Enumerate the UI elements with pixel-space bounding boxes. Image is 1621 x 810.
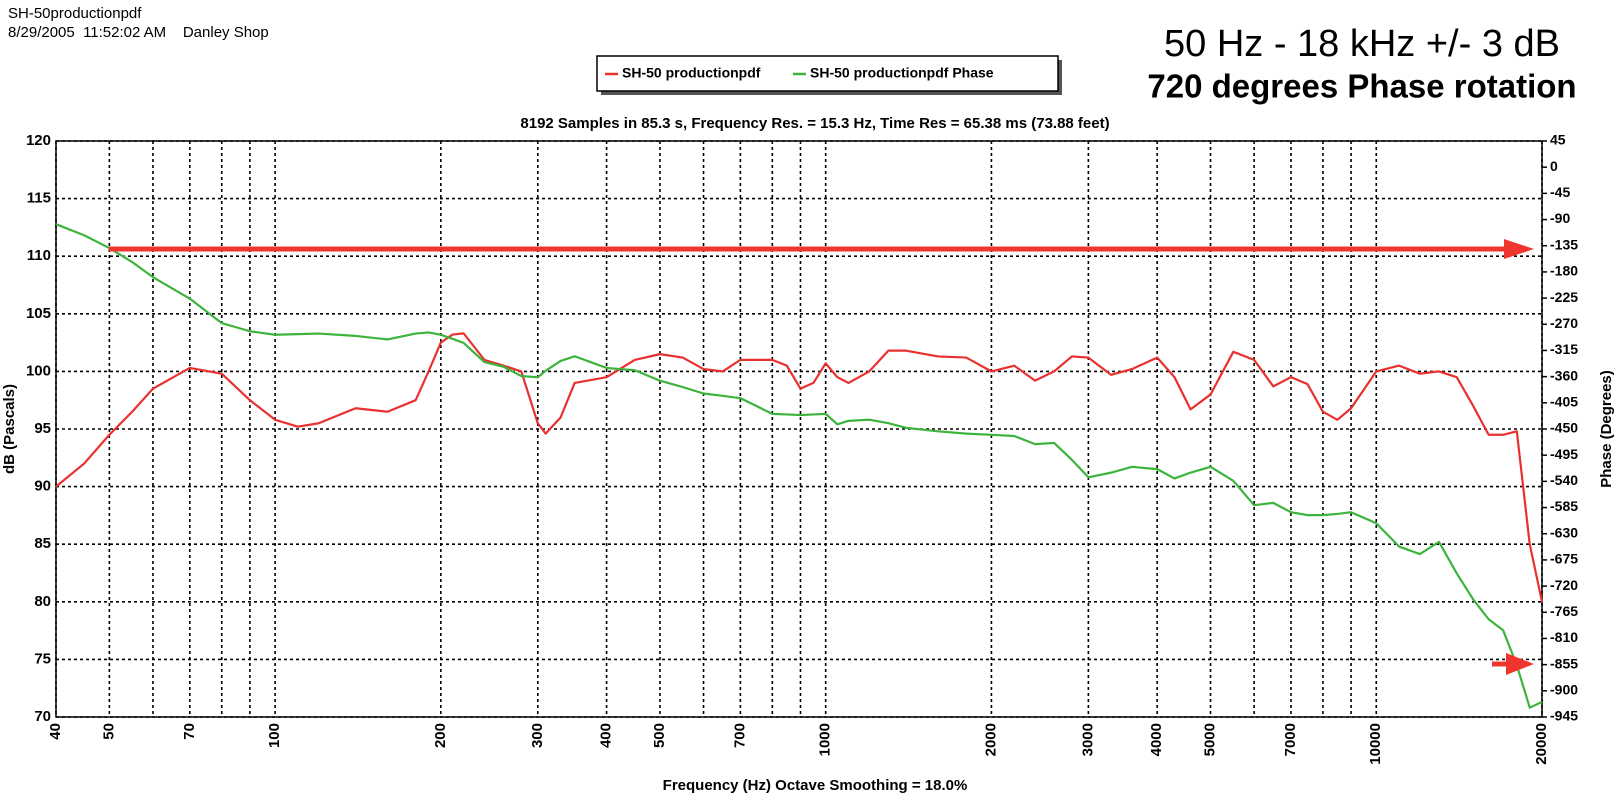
legend-label: SH-50 productionpdf	[622, 65, 761, 81]
y2-tick-label: -720	[1550, 577, 1578, 593]
data-line	[55, 332, 1544, 603]
annotation: 50 Hz - 18 kHz +/- 3 dB	[1164, 23, 1560, 65]
y2-tick-label: -315	[1550, 341, 1578, 357]
x-tick-label: 40	[47, 723, 64, 740]
annotation: 720 degrees Phase rotation	[1147, 68, 1576, 105]
y2-tick-label: -360	[1550, 367, 1578, 383]
x-axis-label: Frequency (Hz) Octave Smoothing = 18.0%	[663, 777, 968, 794]
arrow-head	[1504, 239, 1534, 259]
x-tick-label: 7000	[1282, 723, 1299, 756]
legend	[596, 55, 1059, 92]
y2-axis-label: Phase (Degrees)	[1598, 370, 1615, 488]
y-tick-label: 100	[26, 362, 51, 379]
chart-title: 8192 Samples in 85.3 s, Frequency Res. =…	[520, 115, 1109, 132]
y2-tick-label: -855	[1550, 655, 1578, 671]
file-name: SH-50productionpdf	[8, 5, 142, 22]
arrow-head	[1506, 653, 1534, 675]
x-tick-label: 300	[529, 723, 546, 748]
y2-tick-label: -90	[1550, 210, 1570, 226]
y2-tick-label: 0	[1550, 158, 1558, 174]
y2-tick-label: -180	[1550, 263, 1578, 279]
y2-tick-label: -630	[1550, 524, 1578, 540]
y2-tick-label: -900	[1550, 682, 1578, 698]
x-tick-label: 3000	[1079, 723, 1096, 756]
y-tick-label: 105	[26, 305, 51, 322]
plot-frame	[55, 140, 1543, 718]
x-tick-label: 50	[100, 723, 117, 740]
y2-tick-label: -675	[1550, 551, 1578, 567]
x-tick-label: 100	[266, 723, 283, 748]
x-tick-label: 700	[731, 723, 748, 748]
x-tick-label: 5000	[1201, 723, 1218, 756]
y2-tick-label: -450	[1550, 420, 1578, 436]
y2-tick-label: -405	[1550, 394, 1578, 410]
x-tick-label: 4000	[1148, 723, 1165, 756]
y2-tick-label: -45	[1550, 184, 1570, 200]
y-tick-label: 120	[26, 132, 51, 149]
date-line: 8/29/2005 11:52:02 AM Danley Shop	[8, 24, 269, 41]
x-tick-label: 400	[598, 723, 615, 748]
y2-tick-label: -495	[1550, 446, 1578, 462]
y2-tick-label: -540	[1550, 472, 1578, 488]
y2-tick-label: -585	[1550, 498, 1578, 514]
x-tick-label: 500	[651, 723, 668, 748]
x-tick-label: 20000	[1533, 723, 1550, 765]
y-tick-label: 80	[34, 593, 51, 610]
y2-tick-label: -270	[1550, 315, 1578, 331]
y-axis-label: dB (Pascals)	[1, 384, 18, 474]
data-line	[55, 223, 1543, 709]
y2-tick-label: -225	[1550, 289, 1578, 305]
y-tick-label: 75	[34, 650, 51, 667]
x-tick-label: 10000	[1367, 723, 1384, 765]
y-tick-label: 90	[34, 478, 51, 495]
x-tick-label: 2000	[982, 723, 999, 756]
y2-tick-label: -945	[1550, 708, 1578, 724]
y2-tick-label: 45	[1550, 132, 1566, 148]
y-tick-label: 95	[34, 420, 51, 437]
y2-tick-label: -135	[1550, 236, 1578, 252]
y-tick-label: 85	[34, 535, 51, 552]
y2-tick-label: -810	[1550, 629, 1578, 645]
x-tick-label: 70	[181, 723, 198, 740]
x-tick-label: 200	[432, 723, 449, 748]
y-tick-label: 110	[27, 247, 51, 264]
x-tick-label: 1000	[817, 723, 834, 756]
y2-tick-label: -765	[1550, 603, 1578, 619]
y-tick-label: 70	[34, 708, 51, 725]
legend-label: SH-50 productionpdf Phase	[810, 65, 994, 81]
y-tick-label: 115	[27, 190, 51, 207]
